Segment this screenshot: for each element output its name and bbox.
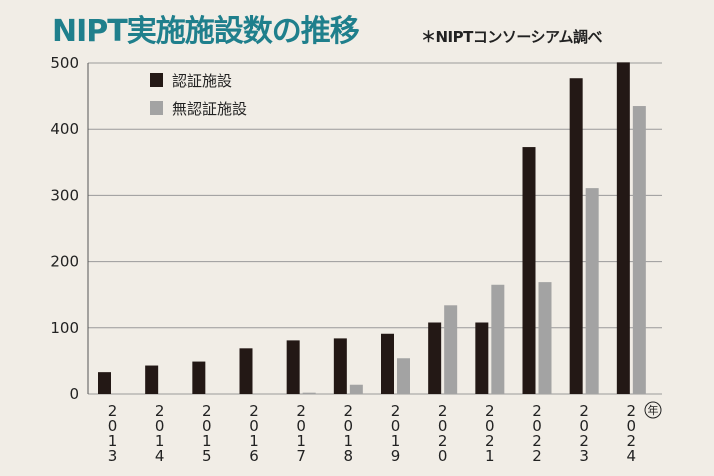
legend-label-uncertified: 無認証施設 [172, 100, 247, 118]
bar-uncertified-2022 [538, 282, 552, 394]
bar-certified-2022 [522, 147, 536, 394]
bar-certified-2015 [192, 361, 206, 394]
legend-label-certified: 認証施設 [172, 72, 232, 90]
y-tick-label-200: 200 [50, 253, 79, 271]
bar-uncertified-2024 [632, 106, 646, 394]
bar-certified-2017 [286, 340, 300, 394]
bar-uncertified-2018 [349, 384, 363, 394]
bar-certified-2018 [333, 338, 347, 394]
bar-uncertified-2021 [491, 284, 505, 394]
x-unit-label: 年 [648, 403, 659, 417]
legend-swatch-uncertified [150, 101, 163, 115]
bar-certified-2016 [239, 348, 253, 394]
bar-uncertified-2020 [444, 305, 458, 394]
bar-uncertified-2017 [302, 392, 316, 394]
source-note: ＊NIPTコンソーシアム調べ [421, 28, 603, 46]
bar-uncertified-2023 [585, 188, 599, 394]
bar-certified-2014 [145, 365, 159, 394]
y-tick-label-500: 500 [50, 54, 79, 72]
y-tick-label-0: 0 [69, 385, 79, 403]
bar-certified-2023 [569, 78, 583, 394]
bar-certified-2013 [98, 372, 111, 394]
bar-uncertified-2019 [397, 358, 410, 394]
bar-certified-2024 [616, 62, 630, 394]
bar-certified-2021 [475, 322, 489, 394]
y-tick-label-300: 300 [50, 186, 79, 204]
bar-certified-2019 [381, 333, 394, 394]
y-tick-label-100: 100 [50, 319, 79, 337]
chart-title: NIPT実施施設数の推移 [52, 14, 360, 49]
bar-certified-2020 [428, 322, 442, 394]
x-unit-circle [644, 401, 662, 419]
legend-swatch-certified [150, 73, 163, 87]
y-tick-label-400: 400 [50, 120, 79, 138]
